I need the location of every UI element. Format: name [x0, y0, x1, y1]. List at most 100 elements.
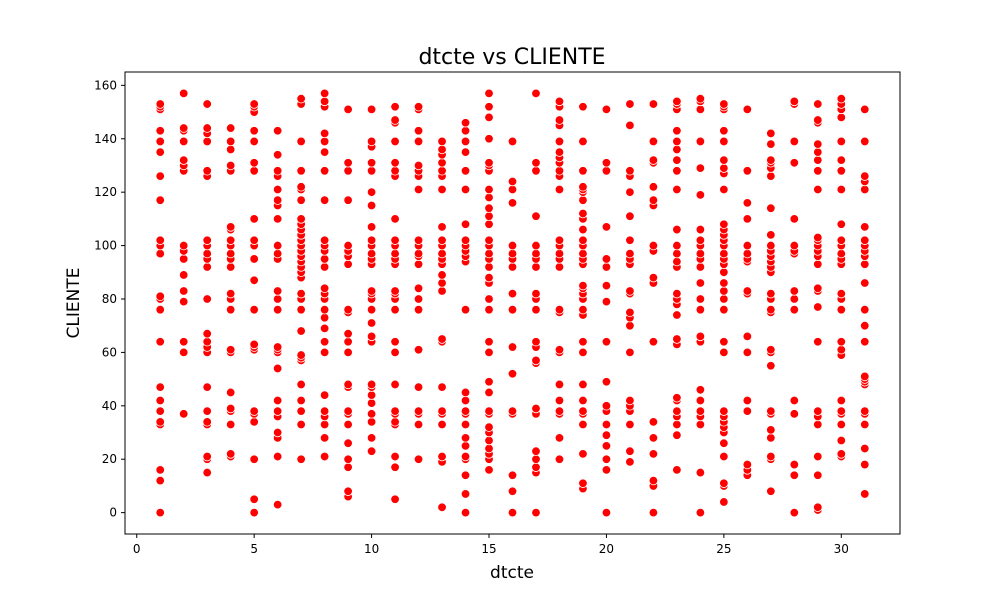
data-point	[672, 96, 682, 107]
y-tick-label: 40	[102, 399, 117, 413]
data-point	[695, 419, 706, 430]
data-point	[554, 166, 565, 176]
data-point	[484, 235, 494, 245]
data-point	[413, 160, 424, 171]
plot-frame	[124, 71, 901, 535]
data-point	[578, 195, 588, 205]
data-point	[836, 395, 846, 406]
data-point	[625, 307, 635, 318]
data-point	[296, 454, 306, 464]
data-point	[742, 248, 753, 259]
data-point	[460, 184, 471, 195]
data-point	[766, 288, 776, 299]
data-point	[625, 166, 635, 176]
data-point	[507, 369, 518, 379]
data-point	[813, 184, 823, 195]
data-point	[390, 102, 400, 112]
data-point	[719, 497, 729, 507]
data-point	[202, 329, 212, 339]
data-point	[413, 259, 424, 269]
data-point	[648, 507, 659, 518]
data-point	[789, 304, 800, 315]
data-point	[390, 136, 400, 147]
data-point	[601, 158, 612, 168]
data-point	[272, 184, 283, 195]
data-point	[719, 304, 729, 315]
data-point	[390, 248, 400, 259]
data-point	[695, 262, 706, 272]
data-point	[484, 304, 494, 315]
data-point	[319, 128, 330, 139]
data-point	[366, 446, 377, 456]
data-point	[742, 395, 753, 406]
data-point	[343, 454, 353, 464]
data-point	[507, 486, 518, 496]
data-point	[554, 96, 565, 107]
data-point	[813, 470, 823, 480]
data-point	[719, 294, 729, 304]
data-point	[155, 248, 165, 259]
data-point	[789, 507, 800, 518]
x-tick-label: 5	[250, 542, 258, 556]
data-point	[155, 382, 165, 392]
data-point	[554, 115, 565, 125]
data-point	[531, 166, 541, 176]
data-point	[695, 163, 706, 173]
data-point	[695, 406, 706, 416]
data-point	[249, 254, 259, 264]
data-point	[860, 489, 870, 499]
data-point	[719, 438, 729, 448]
data-point	[695, 104, 706, 115]
data-point	[531, 454, 541, 464]
data-point	[507, 507, 518, 518]
data-point	[484, 248, 494, 259]
data-point	[179, 337, 189, 347]
data-point	[366, 304, 377, 315]
data-point	[366, 331, 377, 342]
data-point	[484, 406, 494, 416]
data-point	[390, 115, 400, 125]
data-point	[860, 419, 870, 430]
data-point	[272, 342, 283, 352]
data-point	[507, 240, 518, 251]
data-point	[484, 422, 494, 432]
data-point	[460, 118, 471, 128]
data-point	[460, 433, 471, 443]
data-point	[648, 195, 659, 205]
data-point	[695, 395, 706, 406]
data-point	[460, 147, 471, 157]
data-point	[319, 312, 330, 323]
data-point	[836, 248, 846, 259]
data-point	[742, 166, 753, 176]
data-point	[789, 470, 800, 480]
chart-title: dtcte vs CLIENTE	[418, 45, 605, 70]
data-point	[460, 419, 471, 430]
data-point	[319, 166, 330, 176]
data-point	[366, 158, 377, 168]
data-point	[531, 355, 541, 366]
data-point	[272, 294, 283, 304]
y-tick-label: 0	[109, 506, 117, 520]
data-point	[531, 446, 541, 456]
data-point	[484, 443, 494, 454]
data-point	[319, 451, 330, 462]
data-point	[578, 248, 588, 259]
data-point	[272, 126, 283, 136]
data-point	[296, 395, 306, 406]
data-point	[601, 507, 612, 518]
x-tick-label: 15	[481, 542, 496, 556]
data-point	[319, 195, 330, 205]
data-point	[343, 462, 353, 472]
data-point	[413, 136, 424, 147]
data-point	[343, 379, 353, 390]
data-point	[601, 454, 612, 464]
data-point	[554, 345, 565, 355]
data-point	[554, 248, 565, 259]
data-point	[672, 184, 682, 195]
y-tick-label: 80	[102, 292, 117, 306]
data-point	[249, 136, 259, 147]
data-point	[249, 339, 259, 350]
data-point	[460, 219, 471, 229]
data-point	[343, 158, 353, 168]
data-point	[413, 184, 424, 195]
